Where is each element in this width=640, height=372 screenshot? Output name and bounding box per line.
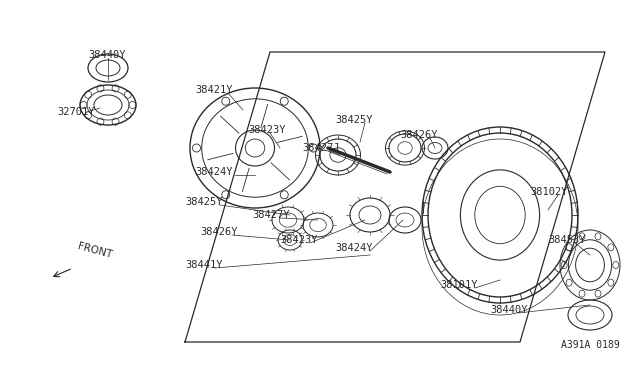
Text: 38421Y: 38421Y — [195, 85, 232, 95]
Text: 38427J: 38427J — [302, 143, 339, 153]
Text: 38440Y: 38440Y — [88, 50, 125, 60]
Text: 38102Y: 38102Y — [530, 187, 568, 197]
Text: A391A 0189: A391A 0189 — [561, 340, 620, 350]
Text: 38426Y: 38426Y — [200, 227, 237, 237]
Text: 38441Y: 38441Y — [185, 260, 223, 270]
Text: 38425Y: 38425Y — [185, 197, 223, 207]
Text: 38424Y: 38424Y — [335, 243, 372, 253]
Text: 38453Y: 38453Y — [548, 235, 586, 245]
Text: 38424Y: 38424Y — [195, 167, 232, 177]
Text: 32701Y: 32701Y — [57, 107, 95, 117]
Text: 38423Y: 38423Y — [248, 125, 285, 135]
Text: 38427Y: 38427Y — [252, 210, 289, 220]
Text: 38101Y: 38101Y — [440, 280, 477, 290]
Text: FRONT: FRONT — [76, 241, 113, 260]
Text: 38425Y: 38425Y — [335, 115, 372, 125]
Text: 38423Y: 38423Y — [280, 235, 317, 245]
Text: 38426Y: 38426Y — [400, 130, 438, 140]
Text: 38440Y: 38440Y — [490, 305, 527, 315]
